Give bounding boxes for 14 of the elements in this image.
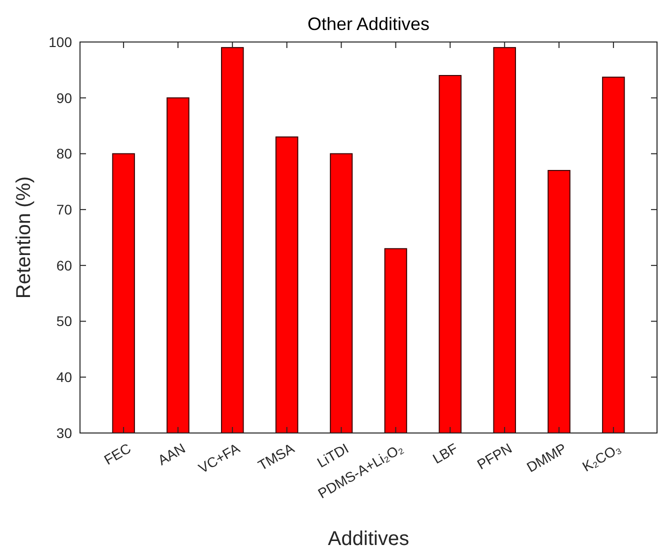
y-tick-label: 30 [56, 424, 72, 441]
y-tick-label: 80 [56, 146, 72, 162]
x-axis-title: Additives [328, 528, 410, 550]
chart-title: Other Additives [307, 14, 430, 34]
y-tick-label: 90 [56, 90, 72, 106]
y-tick-label: 60 [56, 257, 72, 274]
y-tick-label: 50 [56, 313, 72, 330]
x-tick-label: FEC [101, 440, 134, 468]
y-tick-label: 70 [56, 201, 72, 218]
x-tick-label: AAN [154, 440, 188, 468]
y-tick-label: 40 [56, 369, 72, 386]
x-tick-label: LBF [430, 440, 460, 467]
y-tick-label: 100 [48, 34, 72, 50]
y-axis-title: Retention (%) [13, 176, 35, 299]
